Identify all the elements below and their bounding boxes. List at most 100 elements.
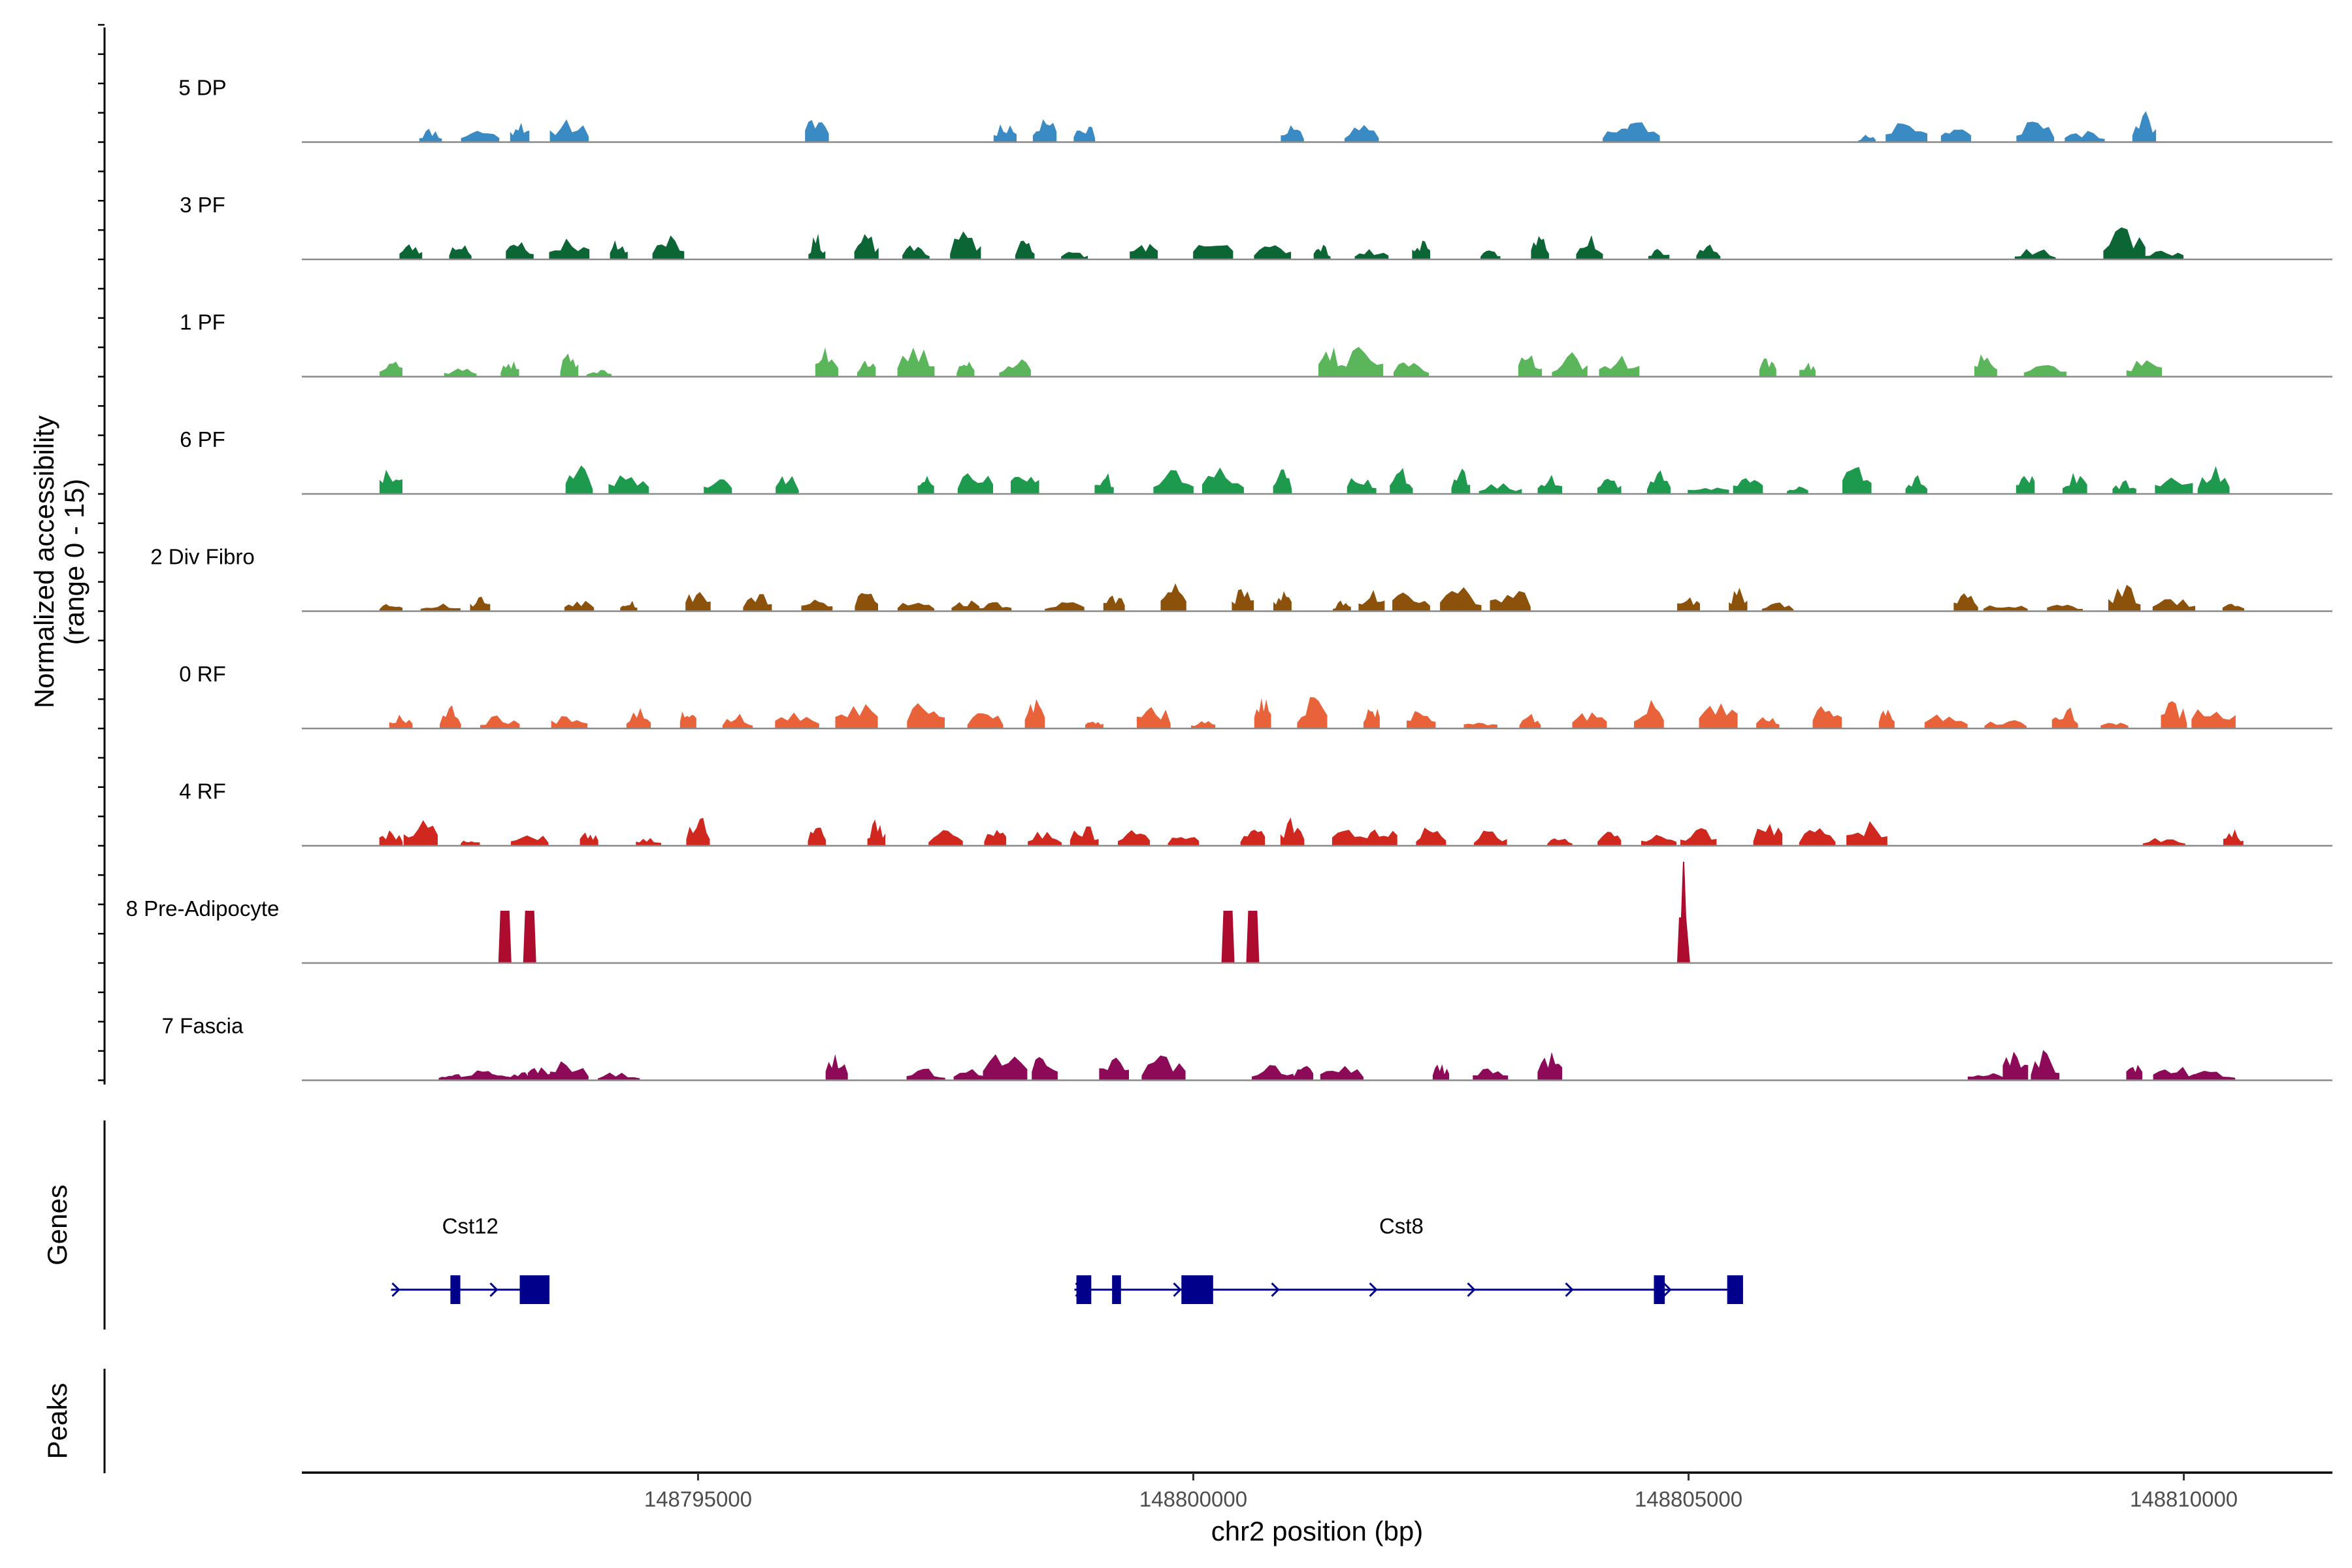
strand-arrow [1663, 1282, 1672, 1298]
left-axes: Normalized accessibility(range 0 - 15) Ge… [29, 24, 106, 1473]
coverage-peak [825, 1054, 848, 1081]
coverage-peak [498, 911, 512, 963]
coverage-peak [1696, 244, 1721, 259]
coverage-peak [906, 1068, 945, 1081]
coverage-peak [523, 911, 536, 963]
coverage-peak [1094, 473, 1114, 494]
coverage-peak [1759, 358, 1776, 377]
coverage-peak [1552, 352, 1588, 377]
coverage-peak [815, 347, 839, 377]
coverage-peak [1137, 707, 1171, 728]
coverage-peak [1480, 250, 1501, 259]
track-label: 8 Pre-Adipocyte [126, 896, 280, 921]
coverage-peak [854, 234, 879, 259]
strand-arrow [391, 1282, 400, 1298]
exon [1727, 1275, 1743, 1304]
coverage-peak [549, 119, 589, 142]
coverage-peak [704, 479, 732, 494]
peaks-label: Peaks [42, 1383, 73, 1460]
coverage-peak [419, 129, 442, 142]
coverage-peak [2132, 111, 2157, 142]
coverage-peak [444, 368, 477, 377]
coverage-peak [480, 715, 520, 728]
coverage-peak [2112, 480, 2136, 494]
coverage-peak [1967, 1073, 2004, 1081]
coverage-peak [2047, 604, 2083, 612]
coverage-peak [2051, 707, 2078, 728]
coverage-peak [1677, 597, 1700, 612]
coverage-peak [1070, 826, 1099, 846]
coverage-peak [685, 592, 711, 612]
exon [450, 1275, 461, 1304]
coverage-peak [1537, 474, 1562, 494]
coverage-peak [461, 131, 500, 142]
exon [519, 1275, 550, 1304]
coverage-peak [983, 1054, 1028, 1081]
coverage-peak [652, 235, 685, 259]
coverage-peak [620, 600, 638, 612]
coverage-peak [867, 819, 886, 846]
coverage-peak [2153, 1066, 2195, 1081]
coverage-peak [1878, 710, 1895, 728]
coverage-peak [776, 476, 799, 494]
coverage-peak [1318, 347, 1346, 377]
coverage-peak [2222, 604, 2244, 612]
coverage-peak [1394, 362, 1429, 377]
coverage-peak [510, 835, 549, 846]
coverage-peak [835, 704, 878, 728]
coverage-peak [379, 604, 403, 612]
coverage-peak [1130, 244, 1158, 259]
coverage-peak [1118, 830, 1151, 846]
x-tick-label: 148810000 [2130, 1487, 2238, 1511]
coverage-peak [610, 240, 628, 259]
coverage-peak [1857, 135, 1876, 142]
coverage-peak [1141, 1055, 1186, 1081]
coverage-peak [1478, 483, 1522, 494]
coverage-peak [951, 600, 980, 612]
coverage-peak [1045, 602, 1085, 612]
coverage-peak [379, 470, 402, 494]
coverage-peak [379, 830, 403, 846]
coverage-peak [2144, 250, 2184, 259]
coverage-peak [1390, 468, 1413, 494]
coverage-peak [1232, 589, 1254, 612]
coverage-peak [775, 712, 819, 728]
coverage-peak [722, 713, 753, 728]
coverage-peak [470, 596, 491, 612]
strand-arrow [1565, 1282, 1574, 1298]
coverage-peak [1333, 600, 1351, 612]
coverage-peak [420, 603, 461, 612]
coverage-peak [565, 465, 593, 494]
gene-name: Cst8 [1379, 1214, 1424, 1238]
track-label: 6 PF [180, 427, 225, 451]
coverage-peak [527, 1067, 551, 1081]
coverage-peak [1365, 829, 1397, 846]
coverage-peak [1024, 699, 1045, 728]
x-tick-label: 148795000 [644, 1487, 752, 1511]
coverage-peak [1846, 821, 1887, 846]
gene-name: Cst12 [442, 1214, 498, 1238]
coverage-peak [461, 840, 480, 846]
coverage-peak [2108, 585, 2141, 612]
coverage-peak [1647, 470, 1671, 494]
exon [1181, 1275, 1213, 1304]
coverage-peak [440, 705, 461, 728]
coverage-peak [2023, 365, 2066, 377]
coverage-peak [1733, 478, 1763, 494]
coverage-peak [2142, 838, 2185, 846]
coverage-peak [1599, 355, 1640, 377]
coverage-peak [1490, 591, 1531, 612]
coverage-peak [580, 832, 598, 846]
strand-arrow [1173, 1282, 1182, 1298]
strand-arrow [1369, 1282, 1378, 1298]
coverage-peak [1407, 711, 1436, 728]
track-label: 4 RF [179, 779, 226, 804]
exon [1654, 1275, 1665, 1304]
coverage-peak [2100, 723, 2129, 728]
coverage-peak [1358, 590, 1385, 612]
coverage-peak [1761, 602, 1794, 612]
coverage-peak [1618, 122, 1660, 142]
coverage-peak [1547, 838, 1573, 846]
coverage-peak [608, 475, 649, 494]
coverage-peak [1254, 245, 1292, 259]
